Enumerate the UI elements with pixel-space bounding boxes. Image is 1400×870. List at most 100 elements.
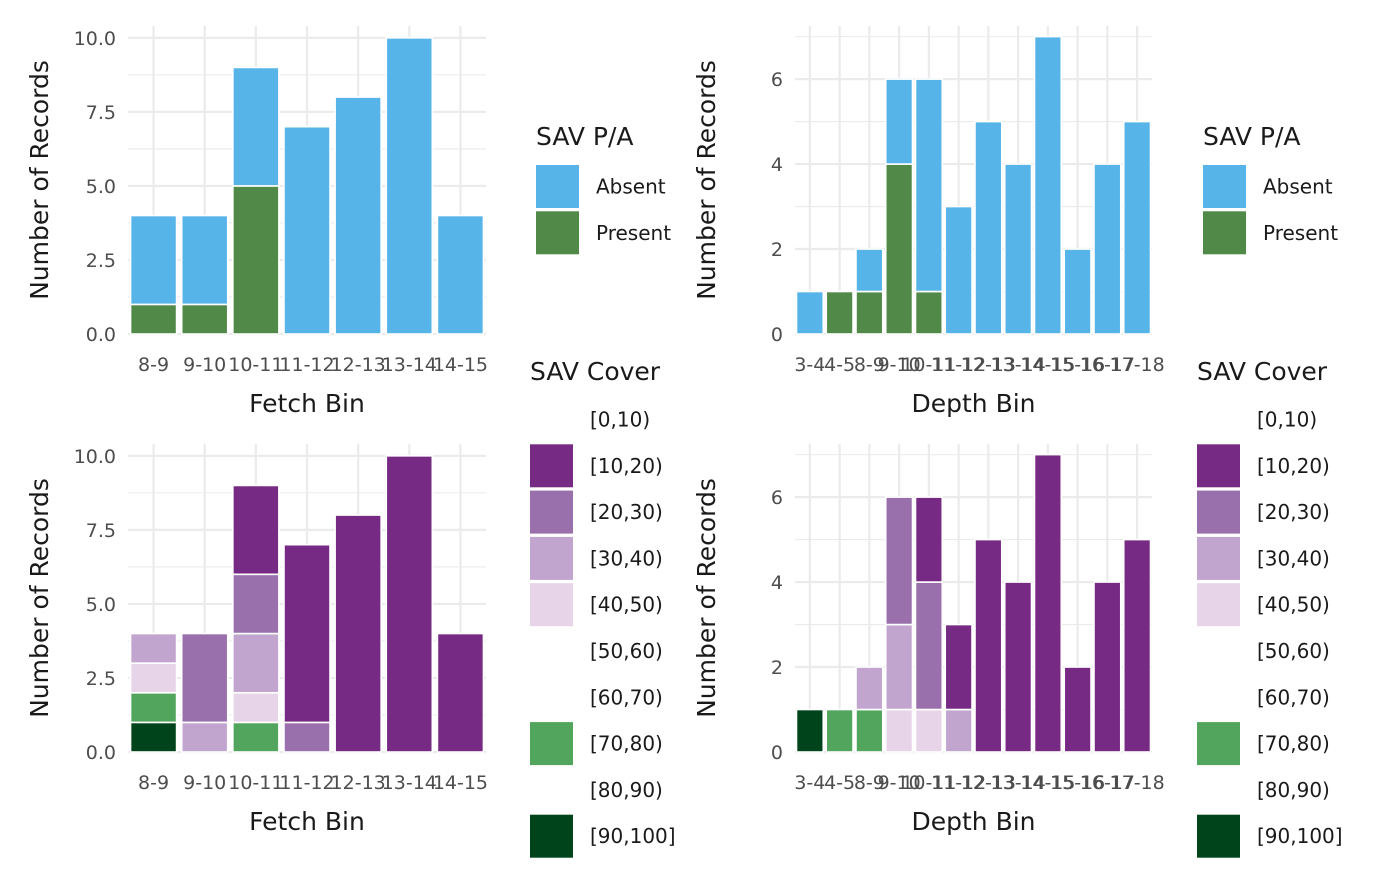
x-tick-label: 4-5 [824, 354, 855, 376]
legend-key-90-100 [530, 814, 573, 858]
bar-15-16-10-20 [1063, 666, 1092, 753]
bar-8-9-present [855, 290, 884, 335]
bar-13-14-absent [1003, 163, 1033, 335]
legend-key-70-80 [530, 722, 573, 766]
legend-label-70-80: [70,80) [1257, 732, 1330, 756]
x-tick-label: 13-14 [382, 354, 437, 376]
legend-key-20-30 [1197, 490, 1240, 534]
x-tick-label: 10-11 [901, 354, 956, 376]
legend-label-0-10: [0,10) [1257, 408, 1317, 432]
legend-label-30-40: [30,40) [590, 546, 663, 570]
legend-label-30-40: [30,40) [1257, 546, 1330, 570]
bar-12-13-10-20 [334, 514, 382, 753]
y-axis-title: Number of Records [692, 60, 721, 300]
bar-11-12-10-20 [283, 543, 331, 724]
x-tick-label: 13-14 [382, 772, 437, 794]
y-axis-title: Number of Records [25, 478, 54, 718]
x-axis-title: Fetch Bin [249, 807, 365, 836]
x-tick-label: 9-10 [878, 354, 921, 376]
legend-label-40-50: [40,50) [590, 593, 663, 617]
y-tick-label: 7.5 [86, 520, 116, 542]
bar-10-11-40-50 [914, 708, 944, 753]
legend-key-30-40 [1197, 536, 1240, 580]
bars [129, 455, 485, 753]
legend-label-absent: Absent [1263, 175, 1333, 199]
y-tick-label: 2 [771, 657, 783, 679]
legend: SAV Cover [0,10) [10,20) [20,30) [30,40) [40,… [530, 357, 676, 858]
legend-label-present: Present [596, 221, 671, 245]
x-tick-label: 15-16 [1050, 354, 1105, 376]
bar-13-14-10-20 [1003, 581, 1033, 753]
bar-8-9-90-100 [129, 721, 178, 753]
chart-panel-2: 0 2 4 6 3-44-58-99-1010-1111-1212-1313-1414-… [692, 26, 1338, 418]
chart-panel-1: 0.0 2.5 5.0 7.5 10.0 8-9 9-10 10-1111-1212-1313… [25, 26, 671, 418]
y-tick-label: 5.0 [86, 594, 116, 616]
bar-14-15-10-20 [1033, 453, 1063, 753]
bar-3-4-90-100 [795, 708, 825, 753]
x-tick-label: 9-10 [878, 772, 921, 794]
bar-12-13-absent [334, 96, 382, 335]
x-tick-label: 16-17 [1080, 354, 1135, 376]
legend-label-80-90: [80,90) [1257, 778, 1330, 802]
bar-9-10-absent [884, 78, 914, 165]
bar-13-14-10-20 [385, 455, 434, 753]
bar-8-9-present [129, 303, 178, 335]
legend-label-present: Present [1263, 221, 1338, 245]
chart-panel-3: 0.02.55.07.510.08-9 9-10 10-1111-1212-1313… [25, 357, 676, 858]
x-tick-label: 14-15 [1020, 354, 1075, 376]
legend-title: SAV Cover [530, 357, 661, 386]
legend-label-60-70: [60,70) [590, 685, 663, 709]
x-tick-label: 9-10 [183, 354, 226, 376]
x-tick-label: 12-13 [331, 354, 386, 376]
x-tick-label: 8-9 [854, 354, 885, 376]
legend-label-70-80: [70,80) [590, 732, 663, 756]
y-tick-label: 5.0 [86, 176, 116, 198]
x-tick-label: 8-9 [138, 354, 169, 376]
bar-10-11-20-30 [914, 581, 944, 711]
x-tick-label: 14-15 [433, 354, 488, 376]
x-tick-label: 8-9 [138, 772, 169, 794]
x-tick-label: 9-10 [183, 772, 226, 794]
bar-10-11-present [914, 290, 944, 335]
legend-label-20-30: [20,30) [1257, 500, 1330, 524]
x-tick-label: 13-14 [991, 354, 1046, 376]
bar-8-9-40-50 [129, 662, 178, 694]
bar-9-10-present [884, 163, 914, 335]
bars [129, 37, 485, 335]
y-tick-label: 7.5 [86, 102, 116, 124]
legend-key-20-30 [530, 490, 573, 534]
y-tick-label: 6 [771, 69, 783, 91]
bar-10-11-20-30 [232, 573, 280, 635]
legend-key-70-80 [1197, 722, 1240, 766]
bar-9-10-30-40 [884, 623, 914, 711]
y-tick-label: 0.0 [86, 742, 116, 764]
bar-10-11-absent [232, 66, 280, 187]
x-tick-label: 8-9 [854, 772, 885, 794]
bar-16-17-absent [1093, 163, 1122, 335]
x-tick-label: 11-12 [279, 354, 334, 376]
bar-11-12-absent [283, 125, 331, 335]
legend-label-60-70: [60,70) [1257, 685, 1330, 709]
bar-10-11-70-80 [232, 721, 280, 753]
x-tick-label: 11-12 [931, 772, 986, 794]
legend-key-90-100 [1197, 814, 1240, 858]
y-axis-title: Number of Records [692, 478, 721, 718]
bar-10-11-10-20 [914, 496, 944, 583]
legend: SAV P/A Absent Present [536, 122, 671, 255]
bar-12-13-absent [974, 120, 1003, 335]
x-tick-label: 17-18 [1110, 772, 1165, 794]
x-tick-label: 15-16 [1050, 772, 1105, 794]
x-tick-label: 14-15 [1020, 772, 1075, 794]
legend-label-absent: Absent [596, 175, 666, 199]
x-axis-title: Depth Bin [911, 389, 1035, 418]
legend-key-present [536, 211, 579, 255]
gridlines [795, 444, 1152, 754]
legend: SAV P/A Absent Present [1203, 122, 1338, 255]
legend-label-50-60: [50,60) [590, 639, 663, 663]
bar-14-15-absent [1033, 35, 1063, 335]
legend-label-0-10: [0,10) [590, 408, 650, 432]
legend-key-40-50 [1197, 583, 1240, 627]
x-axis-ticks: 3-44-58-99-1010-1111-1212-1313-1414-1515… [794, 772, 1164, 794]
